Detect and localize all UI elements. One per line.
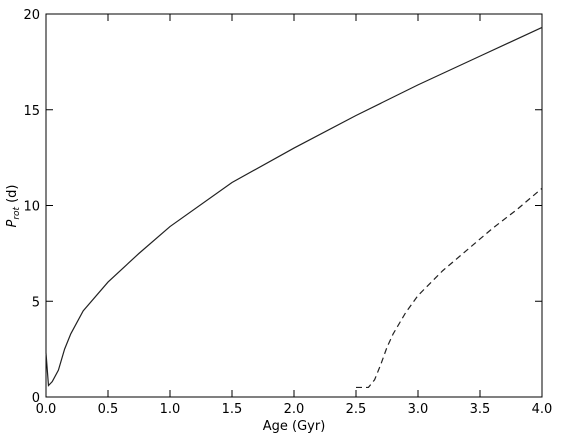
x-axis-label: Age (Gyr) [263, 419, 326, 434]
series-line [356, 187, 543, 389]
x-tick-label: 3.0 [408, 402, 429, 417]
x-tick-label: 4.0 [532, 402, 553, 417]
x-tick-label: 0.5 [98, 402, 119, 417]
y-label-unit: (d) [5, 185, 20, 203]
y-tick-label: 10 [23, 200, 40, 215]
y-label-subscript: rot [12, 206, 22, 219]
x-tick-label: 3.5 [470, 402, 491, 417]
x-tick-label: 1.0 [160, 402, 181, 417]
x-tick-label: 1.5 [222, 402, 243, 417]
x-tick-label: 2.5 [346, 402, 367, 417]
x-tick-label: 0.0 [36, 402, 57, 417]
series-line [45, 26, 543, 387]
y-tick-label: 0 [32, 391, 40, 406]
y-tick-label: 20 [23, 8, 40, 23]
y-axis-label: Prot (d) [5, 185, 22, 228]
y-tick-label: 15 [23, 104, 40, 119]
y-tick-label: 5 [32, 295, 40, 310]
plot-frame [45, 13, 543, 398]
x-tick-label: 2.0 [284, 402, 305, 417]
y-label-symbol: P [5, 220, 20, 228]
